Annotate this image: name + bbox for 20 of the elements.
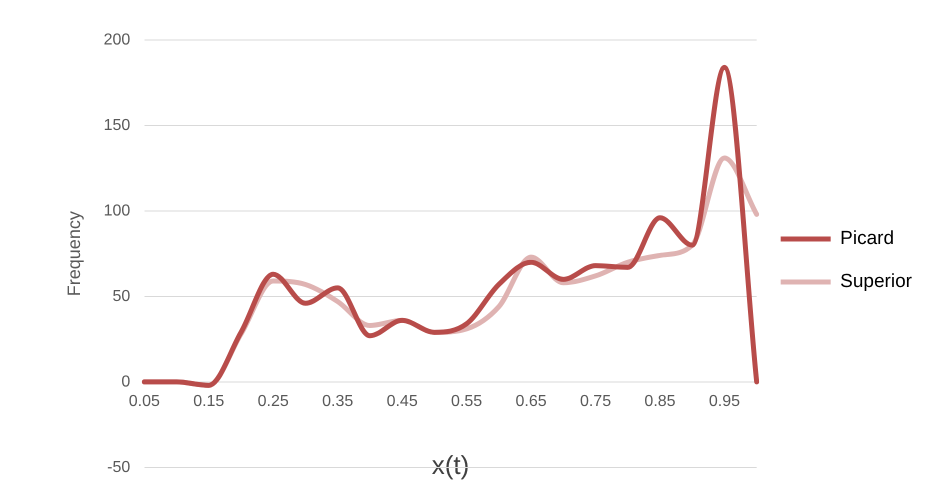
- y-tick-label: 50: [112, 288, 130, 305]
- y-tick-label: 100: [104, 202, 130, 220]
- y-tick-label: 0: [121, 373, 130, 390]
- x-tick-label: 0.95: [708, 392, 740, 410]
- x-axis-title: x(t): [432, 450, 470, 480]
- x-tick-label: 0.45: [386, 392, 418, 410]
- y-axis-title: Frequency: [64, 211, 84, 296]
- x-tick-label: 0.35: [322, 392, 354, 410]
- x-tick-label: 0.55: [451, 392, 482, 410]
- x-tick-label: 0.75: [580, 392, 612, 410]
- x-tick-label: 0.25: [258, 392, 289, 410]
- x-tick-label: 0.05: [128, 392, 160, 410]
- legend-label: Picard: [840, 228, 894, 250]
- x-tick-label: 0.15: [193, 392, 224, 410]
- y-tick-label: 150: [104, 116, 130, 134]
- legend-label: Superior: [840, 271, 913, 292]
- y-tick-label: 200: [104, 31, 130, 48]
- x-tick-label: 0.65: [515, 392, 547, 410]
- y-tick-label: -50: [107, 458, 130, 476]
- x-tick-label: 0.85: [644, 392, 676, 410]
